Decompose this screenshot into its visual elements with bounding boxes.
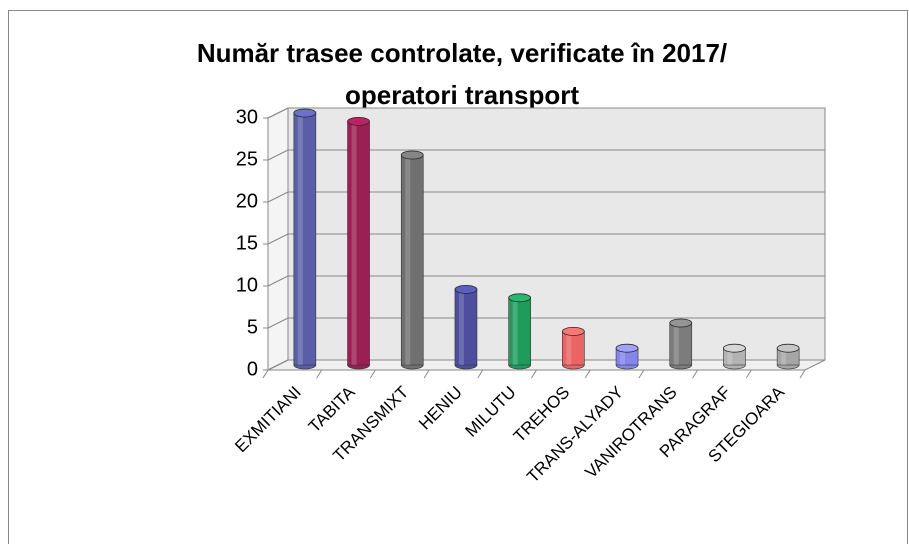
bar-shine <box>781 348 787 365</box>
y-tick-label: 20 <box>236 190 258 212</box>
bar <box>508 297 531 366</box>
bar-top <box>400 150 424 160</box>
bar-top <box>347 117 370 126</box>
chart-title: Număr trasee controlate, verificate în 2… <box>197 38 727 68</box>
grid-line <box>267 191 289 203</box>
bar-shine <box>727 348 733 365</box>
x-tick <box>316 369 323 379</box>
x-tick <box>584 369 591 379</box>
bar-shine <box>405 155 411 365</box>
bar-top <box>508 293 532 303</box>
x-tick <box>745 369 752 379</box>
chart-title: operatori transport <box>345 80 579 110</box>
bar-shine <box>351 121 357 366</box>
y-tick-label: 0 <box>247 358 258 380</box>
x-tick <box>369 369 376 379</box>
x-tick <box>799 369 806 379</box>
grid-line <box>267 107 289 119</box>
bar-shine <box>620 348 626 365</box>
y-tick-label: 15 <box>236 232 258 254</box>
grid-line <box>267 317 289 329</box>
bar-top <box>615 343 639 353</box>
x-tick <box>477 369 484 379</box>
bar-top <box>776 343 800 353</box>
bar <box>293 112 317 366</box>
bar-shine <box>458 289 464 365</box>
bar-shine <box>673 323 679 365</box>
bar-shine <box>566 331 572 365</box>
grid-line <box>267 233 289 245</box>
bar-top <box>454 284 478 294</box>
bar <box>454 289 478 366</box>
grid-line <box>267 149 289 161</box>
bar <box>347 121 370 366</box>
bar <box>562 331 585 366</box>
bar-top <box>561 326 585 336</box>
grid-line <box>267 275 289 287</box>
x-tick <box>692 369 699 379</box>
title-group: Număr trasee controlate, verificate în 2… <box>197 38 727 110</box>
y-tick-label: 5 <box>247 316 258 338</box>
bar-shine <box>297 113 303 365</box>
bar-top <box>669 318 693 328</box>
x-tick <box>531 369 537 379</box>
y-tick-label: 30 <box>236 106 258 128</box>
bar <box>400 154 424 366</box>
bar-shine <box>512 297 518 365</box>
x-tick <box>638 369 645 379</box>
x-tick <box>423 369 430 379</box>
bar-top <box>293 108 317 118</box>
y-tick-label: 10 <box>236 274 258 296</box>
bar-top <box>723 343 746 353</box>
y-tick-label: 25 <box>236 148 258 170</box>
bar <box>669 322 693 366</box>
x-tick <box>262 369 269 379</box>
grid-line <box>267 359 289 371</box>
